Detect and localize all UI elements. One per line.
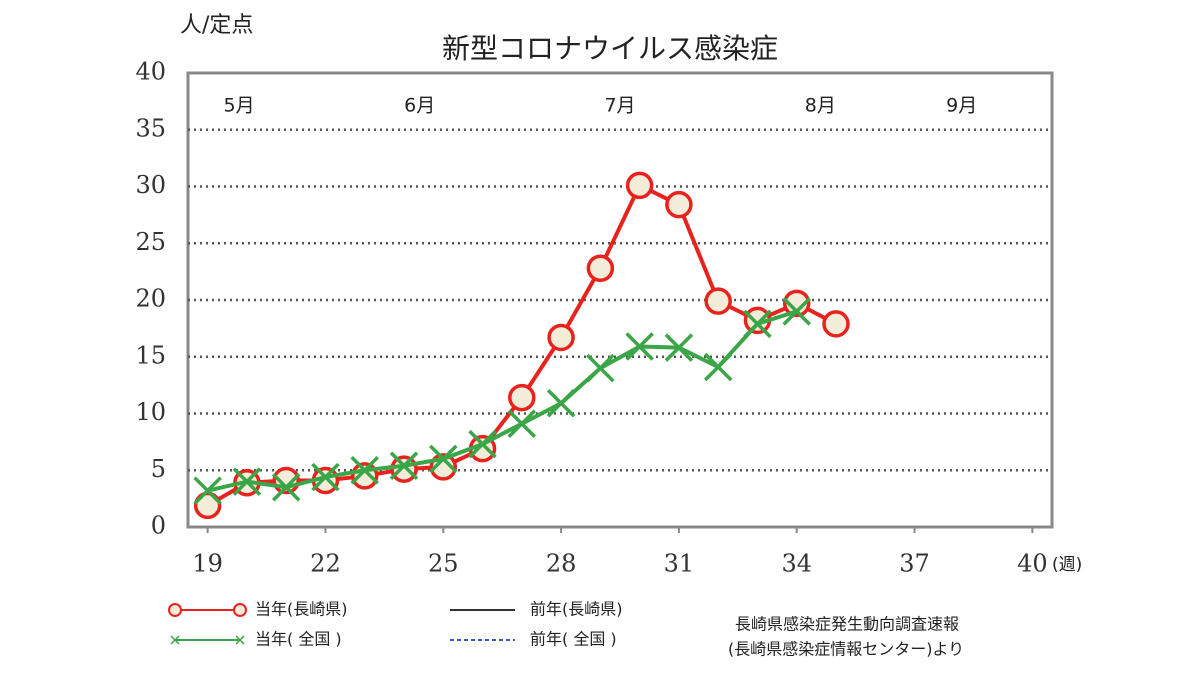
x-tick-label: 40 [1017, 550, 1048, 578]
x-tick-label: 31 [664, 550, 695, 578]
month-label: 9月 [946, 95, 977, 117]
legend-marker [233, 603, 247, 617]
x-tick-label: 25 [428, 550, 459, 578]
y-tick-label: 30 [135, 171, 166, 199]
y-tick-label: 5 [151, 455, 166, 483]
month-label: 6月 [404, 95, 435, 117]
x-axis-label: (週) [1052, 555, 1082, 575]
point [547, 323, 575, 352]
point [625, 171, 654, 200]
point [232, 467, 262, 496]
y-tick-label: 35 [135, 114, 166, 142]
x-tick-label: 22 [310, 550, 341, 578]
legend-label: 当年(長崎県) [255, 600, 348, 619]
y-tick-label: 0 [151, 512, 166, 540]
point [271, 473, 301, 502]
point [508, 383, 536, 412]
point [664, 333, 694, 362]
x-tick-label: 19 [192, 550, 223, 578]
series-line [206, 182, 837, 508]
x-tick-label: 37 [899, 550, 930, 578]
series-line [207, 309, 798, 493]
point [507, 409, 537, 438]
point [703, 352, 733, 382]
month-label: 5月 [224, 95, 255, 117]
point [586, 353, 615, 383]
point [704, 287, 732, 315]
legend-marker [168, 603, 182, 617]
month-label: 7月 [604, 95, 635, 117]
legend-label: 前年( 全国 ) [530, 630, 617, 649]
legend-marker [170, 635, 180, 645]
point [782, 297, 811, 326]
month-label: 8月 [805, 95, 836, 117]
point [586, 254, 615, 282]
point [389, 451, 419, 480]
point [429, 444, 458, 474]
chart-title: 新型コロナウイルス感染症 [442, 32, 778, 65]
point [193, 491, 222, 520]
point [546, 389, 576, 418]
point [782, 289, 811, 318]
point [311, 462, 340, 492]
point [193, 476, 222, 505]
point [625, 332, 654, 361]
point [350, 456, 379, 485]
y-tick-label: 10 [135, 398, 166, 426]
legend-marker [235, 635, 245, 645]
source: (長崎県感染症情報センター)より [728, 640, 964, 659]
y-axis-label: 人/定点 [180, 13, 253, 38]
y-tick-label: 20 [135, 285, 166, 313]
point [468, 429, 497, 459]
legend-label: 当年( 全国 ) [255, 630, 342, 649]
legend-label: 前年(長崎県) [530, 600, 623, 619]
x-tick-label: 28 [546, 550, 577, 578]
point [665, 190, 693, 219]
x-tick-label: 34 [781, 550, 812, 578]
source: 長崎県感染症発生動向調査速報 [735, 615, 959, 634]
point [822, 310, 850, 338]
point [390, 455, 418, 483]
y-tick-label: 40 [135, 58, 166, 86]
y-tick-label: 25 [135, 228, 166, 256]
point [743, 309, 772, 339]
y-tick-label: 15 [135, 341, 166, 369]
